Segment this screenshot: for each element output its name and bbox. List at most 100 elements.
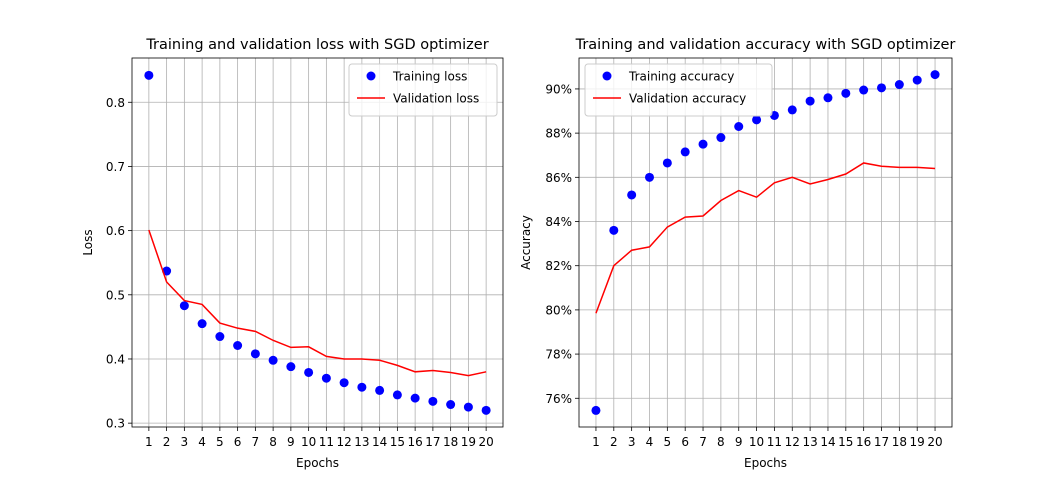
data-point: [233, 340, 243, 350]
x-axis-label: Epochs: [744, 456, 787, 470]
x-tick-label: 15: [390, 435, 405, 449]
chart-title: Training and validation loss with SGD op…: [145, 37, 488, 53]
data-point: [375, 385, 385, 395]
y-axis: 76% 78% 80% 82% 84% 86% 88% 90%: [545, 82, 579, 406]
data-point: [268, 355, 278, 365]
x-tick-label: 17: [425, 435, 440, 449]
data-point: [609, 225, 619, 235]
data-point: [179, 301, 189, 311]
y-tick-label: 0.7: [106, 160, 125, 174]
data-point: [698, 139, 708, 149]
x-tick-label: 7: [252, 435, 260, 449]
data-point: [627, 190, 637, 200]
x-tick-label: 7: [699, 435, 707, 449]
x-tick-label: 17: [874, 435, 889, 449]
y-tick-label: 86%: [545, 171, 572, 185]
y-tick-label: 0.5: [106, 288, 125, 302]
x-tick-label: 11: [319, 435, 334, 449]
x-tick-label: 8: [717, 435, 725, 449]
x-tick-label: 12: [785, 435, 800, 449]
legend-box: [584, 63, 773, 117]
x-tick-label: 19: [910, 435, 925, 449]
x-tick-label: 10: [301, 435, 316, 449]
data-point: [410, 393, 420, 403]
x-tick-label: 5: [664, 435, 672, 449]
legend: Training accuracy Validation accuracy: [584, 63, 773, 117]
legend-label: Validation accuracy: [629, 92, 746, 106]
x-tick-label: 1: [145, 435, 153, 449]
x-tick-label: 9: [735, 435, 743, 449]
data-point: [841, 88, 851, 98]
data-point: [752, 115, 762, 125]
data-point: [463, 402, 473, 412]
data-point: [392, 390, 402, 400]
legend-dot-marker: [366, 71, 376, 81]
chart-panel-1: 1 2 3 4 5 6 7 8 9 10 11 12 13 14 15 16 17 18 19 200.30.40.5…: [81, 37, 504, 470]
x-tick-label: 10: [749, 435, 764, 449]
y-axis: 0.3 0.4 0.5 0.6 0.7 0.8: [106, 96, 132, 431]
data-point: [286, 362, 296, 372]
data-point: [215, 332, 225, 342]
data-point: [357, 382, 367, 392]
x-tick-label: 6: [234, 435, 242, 449]
legend-label: Validation loss: [393, 92, 479, 106]
x-tick-label: 18: [443, 435, 458, 449]
axes-frame: [578, 57, 953, 428]
x-tick-label: 12: [336, 435, 351, 449]
x-tick-label: 15: [838, 435, 853, 449]
x-tick-label: 6: [681, 435, 689, 449]
x-tick-label: 11: [767, 435, 782, 449]
data-point: [250, 349, 260, 359]
data-point: [787, 105, 797, 115]
series-training-accuracy: [591, 70, 940, 415]
x-tick-label: 13: [802, 435, 817, 449]
x-tick-label: 5: [216, 435, 224, 449]
data-point: [859, 85, 869, 95]
y-tick-label: 0.8: [106, 96, 125, 110]
x-axis: 1 2 3 4 5 6 7 8 9 10 11 12 13 14 15 16 17 18 19 20: [145, 427, 494, 449]
y-tick-label: 80%: [545, 303, 572, 317]
x-tick-label: 1: [592, 435, 600, 449]
data-point: [197, 319, 207, 329]
y-tick-label: 0.6: [106, 224, 125, 238]
chart-panel-2: 1 2 3 4 5 6 7 8 9 10 11 12 13 14 15 16 17 18 19 2076%78%80%…: [519, 37, 955, 470]
x-tick-label: 16: [407, 435, 422, 449]
x-axis-label: Epochs: [296, 456, 339, 470]
data-point: [591, 405, 601, 415]
data-point: [734, 121, 744, 131]
x-tick-label: 14: [372, 435, 387, 449]
x-tick-label: 19: [461, 435, 476, 449]
data-point: [680, 147, 690, 157]
y-tick-label: 88%: [545, 127, 572, 141]
y-axis-label: Accuracy: [519, 215, 533, 270]
series-training-loss: [144, 70, 491, 415]
legend-label: Training accuracy: [628, 70, 734, 84]
data-point: [877, 83, 887, 93]
x-tick-label: 9: [287, 435, 295, 449]
chart-title: Training and validation accuracy with SG…: [575, 37, 956, 53]
data-point: [339, 378, 349, 388]
legend-box: [348, 63, 498, 117]
x-tick-label: 16: [856, 435, 871, 449]
data-point: [481, 405, 491, 415]
data-point: [912, 75, 922, 85]
data-point: [894, 80, 904, 90]
x-tick-label: 20: [927, 435, 942, 449]
y-tick-label: 0.3: [106, 417, 125, 431]
series-line: [595, 162, 936, 314]
y-tick-label: 78%: [545, 348, 572, 362]
x-tick-label: 3: [628, 435, 636, 449]
axes-frame: [131, 57, 504, 428]
y-tick-label: 82%: [545, 259, 572, 273]
x-tick-label: 4: [646, 435, 654, 449]
x-tick-label: 2: [610, 435, 618, 449]
data-point: [428, 396, 438, 406]
data-point: [930, 70, 940, 80]
y-axis-label: Loss: [81, 229, 95, 255]
series-line: [148, 229, 487, 377]
series-validation-accuracy: [595, 162, 936, 314]
grid: [132, 58, 503, 427]
y-tick-label: 90%: [545, 82, 572, 96]
x-tick-label: 20: [478, 435, 493, 449]
x-axis: 1 2 3 4 5 6 7 8 9 10 11 12 13 14 15 16 17 18 19 20: [592, 427, 943, 449]
